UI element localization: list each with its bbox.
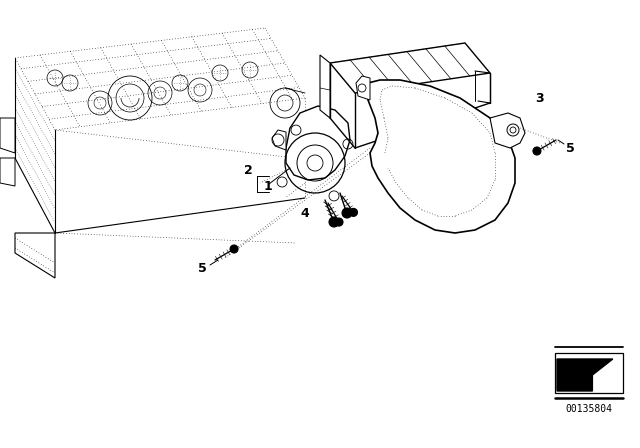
- Polygon shape: [490, 113, 525, 148]
- Polygon shape: [557, 359, 613, 391]
- Circle shape: [329, 217, 339, 227]
- Text: 5: 5: [198, 262, 206, 275]
- Polygon shape: [320, 55, 330, 118]
- Text: 5: 5: [566, 142, 574, 155]
- Polygon shape: [330, 43, 490, 93]
- Text: 2: 2: [244, 164, 252, 177]
- Polygon shape: [356, 76, 370, 100]
- Text: 00135804: 00135804: [566, 404, 612, 414]
- Polygon shape: [15, 233, 55, 278]
- Text: 3: 3: [536, 91, 544, 104]
- Text: 4: 4: [301, 207, 309, 220]
- Polygon shape: [286, 106, 350, 180]
- Polygon shape: [0, 158, 15, 186]
- Text: 1: 1: [264, 180, 273, 193]
- Circle shape: [533, 147, 541, 155]
- Polygon shape: [272, 130, 286, 150]
- Circle shape: [230, 245, 238, 253]
- Bar: [555, 353, 623, 393]
- Polygon shape: [0, 118, 15, 153]
- Polygon shape: [365, 80, 515, 233]
- Circle shape: [335, 218, 343, 226]
- Circle shape: [349, 208, 358, 216]
- Circle shape: [342, 208, 352, 218]
